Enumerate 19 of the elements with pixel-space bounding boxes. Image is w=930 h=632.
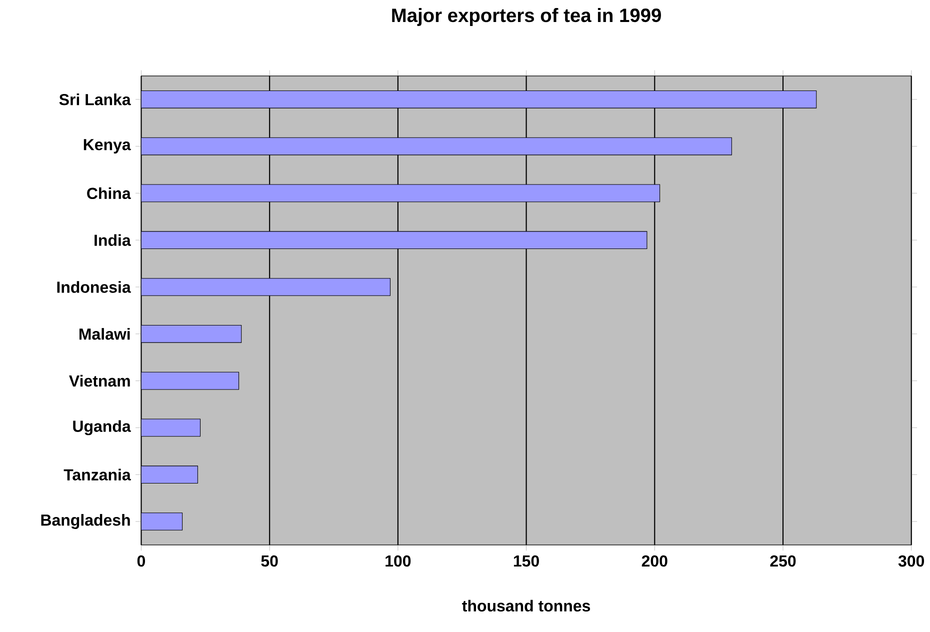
y-tick-label: China [87,188,131,200]
y-tick-label: Tanzania [64,468,131,481]
x-tick-label: 250 [770,556,796,567]
y-tick-label: Bangladesh [41,514,130,530]
y-tick-label: Sri Lanka [59,94,131,106]
x-tick-label: 200 [642,556,668,567]
y-tick-label: Indonesia [57,281,131,294]
x-tick-label: 300 [898,556,924,567]
chart-title: Major exporters of tea in 1999 [392,8,661,26]
y-tick-label: Kenya [84,139,131,154]
y-tick-label: Uganda [73,420,131,436]
y-tick-label: India [94,234,131,246]
x-tick-label: 0 [137,556,146,567]
x-tick-label: 100 [386,556,411,567]
x-axis-title: thousand tonnes [462,600,590,612]
y-tick-label: Malawi [79,328,130,340]
y-tick-label: Vietnam [69,375,130,387]
x-tick-label: 150 [514,556,539,567]
x-tick-label: 50 [261,556,278,567]
